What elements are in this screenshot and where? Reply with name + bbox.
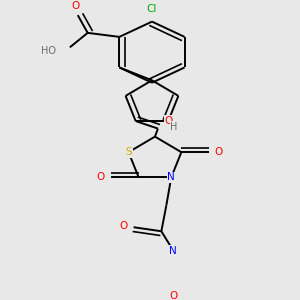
Text: N: N	[167, 172, 175, 182]
Text: N: N	[169, 245, 177, 256]
Text: Cl: Cl	[147, 4, 157, 14]
Text: S: S	[125, 147, 132, 157]
Text: O: O	[120, 220, 128, 231]
Text: O: O	[169, 291, 177, 300]
Text: H: H	[170, 122, 178, 132]
Text: O: O	[72, 1, 80, 11]
Text: O: O	[164, 116, 172, 126]
Text: HO: HO	[41, 46, 56, 56]
Text: O: O	[215, 147, 223, 157]
Text: O: O	[97, 172, 105, 182]
